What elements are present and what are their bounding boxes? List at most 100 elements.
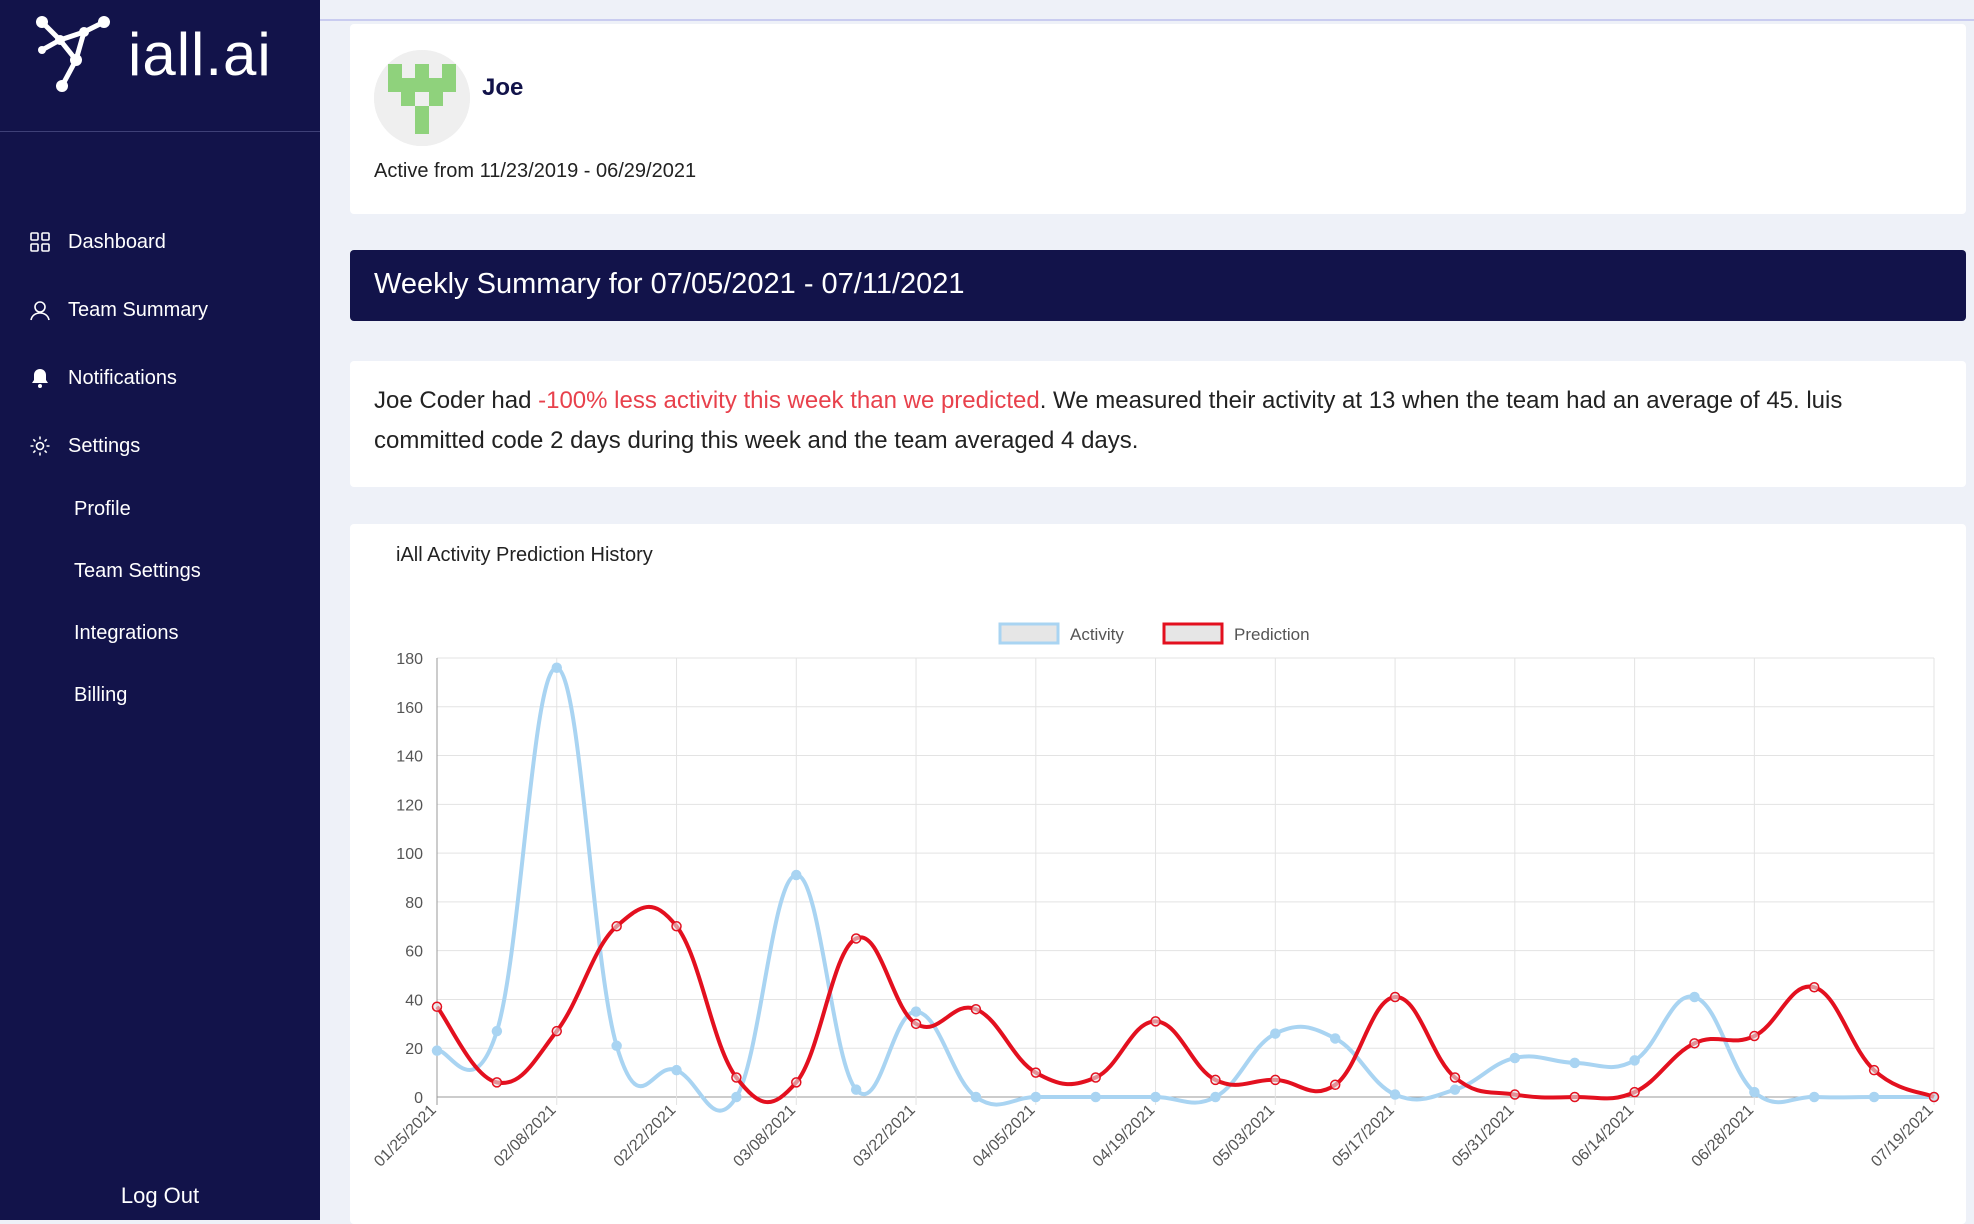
x-tick-label: 02/22/2021 — [611, 1102, 680, 1171]
activity-point — [1569, 1057, 1580, 1069]
nav-team-summary-label: Team Summary — [68, 298, 209, 321]
activity-point — [1689, 991, 1700, 1003]
nav-notifications[interactable]: Notifications — [28, 366, 177, 390]
activity-point — [1509, 1052, 1521, 1064]
bell-icon — [28, 366, 52, 390]
legend-swatch-activity — [998, 622, 1060, 645]
x-tick-label: 06/28/2021 — [1689, 1102, 1758, 1171]
prediction-point — [1928, 1091, 1940, 1103]
user-icon — [28, 298, 52, 322]
x-tick-label: 06/14/2021 — [1569, 1102, 1638, 1171]
prediction-point — [910, 1018, 922, 1030]
gear-icon — [28, 434, 52, 458]
x-tick-label: 04/05/2021 — [970, 1102, 1039, 1171]
y-tick-label: 140 — [396, 749, 423, 766]
nav-team-summary[interactable]: Team Summary — [28, 298, 208, 322]
prediction-point — [611, 921, 622, 932]
y-tick-label: 60 — [405, 944, 423, 961]
activity-point — [431, 1045, 443, 1056]
activity-point — [910, 1006, 922, 1017]
prediction-point — [1389, 991, 1401, 1003]
activity-point — [791, 869, 802, 881]
nav-dashboard-label: Dashboard — [68, 230, 166, 253]
prediction-point — [431, 1001, 443, 1013]
nav-billing[interactable]: Billing — [74, 684, 128, 706]
summary-text: Joe Coder had -100% less activity this w… — [374, 381, 1944, 461]
prediction-point — [1629, 1086, 1640, 1098]
weekly-summary-title: Weekly Summary for 07/05/2021 - 07/11/20… — [374, 268, 965, 300]
sidebar: iall.ai Dashboard Team Summary Notificat… — [0, 0, 320, 1220]
nav-team-settings[interactable]: Team Settings — [74, 560, 201, 582]
x-tick-label: 05/31/2021 — [1449, 1102, 1518, 1171]
logout-button[interactable]: Log Out — [120, 1183, 200, 1208]
activity-point — [1329, 1033, 1341, 1044]
legend-swatch-prediction — [1162, 622, 1224, 645]
activity-point — [1868, 1091, 1880, 1103]
x-tick-label: 04/19/2021 — [1090, 1102, 1159, 1171]
activity-point — [671, 1064, 682, 1076]
prediction-point — [970, 1003, 982, 1015]
x-tick-label: 03/08/2021 — [730, 1102, 799, 1171]
identicon-icon — [374, 50, 470, 146]
nav-settings[interactable]: Settings — [28, 434, 140, 458]
activity-point — [970, 1091, 982, 1103]
activity-point — [1090, 1091, 1101, 1103]
legend-label-activity: Activity — [1070, 625, 1124, 644]
activity-point — [551, 662, 563, 674]
prediction-point — [1270, 1074, 1281, 1086]
prediction-point — [731, 1072, 742, 1083]
prediction-point — [551, 1025, 563, 1037]
prediction-point — [1329, 1079, 1341, 1091]
prediction-point — [1030, 1067, 1042, 1078]
prediction-point — [1509, 1089, 1521, 1100]
x-tick-label: 01/25/2021 — [371, 1102, 440, 1171]
x-tick-label: 05/03/2021 — [1210, 1102, 1279, 1171]
top-divider — [320, 19, 1974, 21]
nav-profile[interactable]: Profile — [74, 498, 131, 520]
prediction-point — [1449, 1072, 1461, 1083]
prediction-point — [1569, 1091, 1580, 1103]
y-tick-label: 20 — [405, 1041, 423, 1058]
y-tick-label: 160 — [396, 700, 423, 717]
activity-point — [1629, 1055, 1640, 1066]
y-tick-label: 80 — [405, 895, 423, 912]
activity-point — [1210, 1091, 1221, 1103]
prediction-point — [1749, 1030, 1760, 1042]
prediction-point — [1868, 1064, 1880, 1076]
avatar[interactable] — [374, 50, 470, 146]
y-tick-label: 180 — [396, 651, 423, 668]
grid-icon — [28, 230, 52, 254]
prediction-point — [671, 921, 682, 932]
activity-prediction-chart: 0 20 40 60 80 100 120 140 160 180 01/25/2021 02/08/… — [371, 622, 1940, 1171]
activity-point — [1150, 1091, 1161, 1103]
x-tick-label: 03/22/2021 — [850, 1102, 919, 1171]
profile-card: Joe Active from 11/23/2019 - 06/29/2021 — [350, 24, 1966, 214]
chart-card: iAll Activity Prediction History 0 20 40 60… — [350, 524, 1966, 1224]
x-tick-label: 05/17/2021 — [1329, 1102, 1398, 1171]
nav-notifications-label: Notifications — [68, 366, 177, 389]
y-tick-label: 0 — [414, 1090, 423, 1107]
weekly-summary-banner: Weekly Summary for 07/05/2021 - 07/11/20… — [350, 250, 1966, 321]
prediction-point — [1210, 1074, 1221, 1086]
active-range: Active from 11/23/2019 - 06/29/2021 — [374, 160, 697, 182]
nav-integrations[interactable]: Integrations — [74, 622, 179, 644]
prediction-point — [1689, 1038, 1700, 1049]
summary-card: Joe Coder had -100% less activity this w… — [350, 361, 1966, 487]
y-tick-label: 100 — [396, 846, 423, 863]
summary-suffix: . We measured their activity at 13 when … — [374, 387, 1843, 454]
legend-label-prediction: Prediction — [1234, 625, 1310, 644]
y-tick-label: 120 — [396, 797, 423, 814]
logo[interactable]: iall.ai — [32, 14, 272, 94]
logo-text: iall.ai — [128, 20, 272, 88]
logo-divider — [0, 131, 320, 132]
x-tick-label: 07/19/2021 — [1868, 1102, 1937, 1171]
prediction-point — [1808, 982, 1820, 993]
prediction-point — [491, 1077, 503, 1088]
activity-point — [611, 1040, 622, 1052]
prediction-point — [1150, 1016, 1161, 1027]
activity-point — [1389, 1089, 1401, 1100]
activity-point — [1270, 1028, 1281, 1039]
prediction-point — [850, 933, 862, 944]
nav-dashboard[interactable]: Dashboard — [28, 230, 166, 254]
nav-settings-label: Settings — [68, 434, 141, 457]
